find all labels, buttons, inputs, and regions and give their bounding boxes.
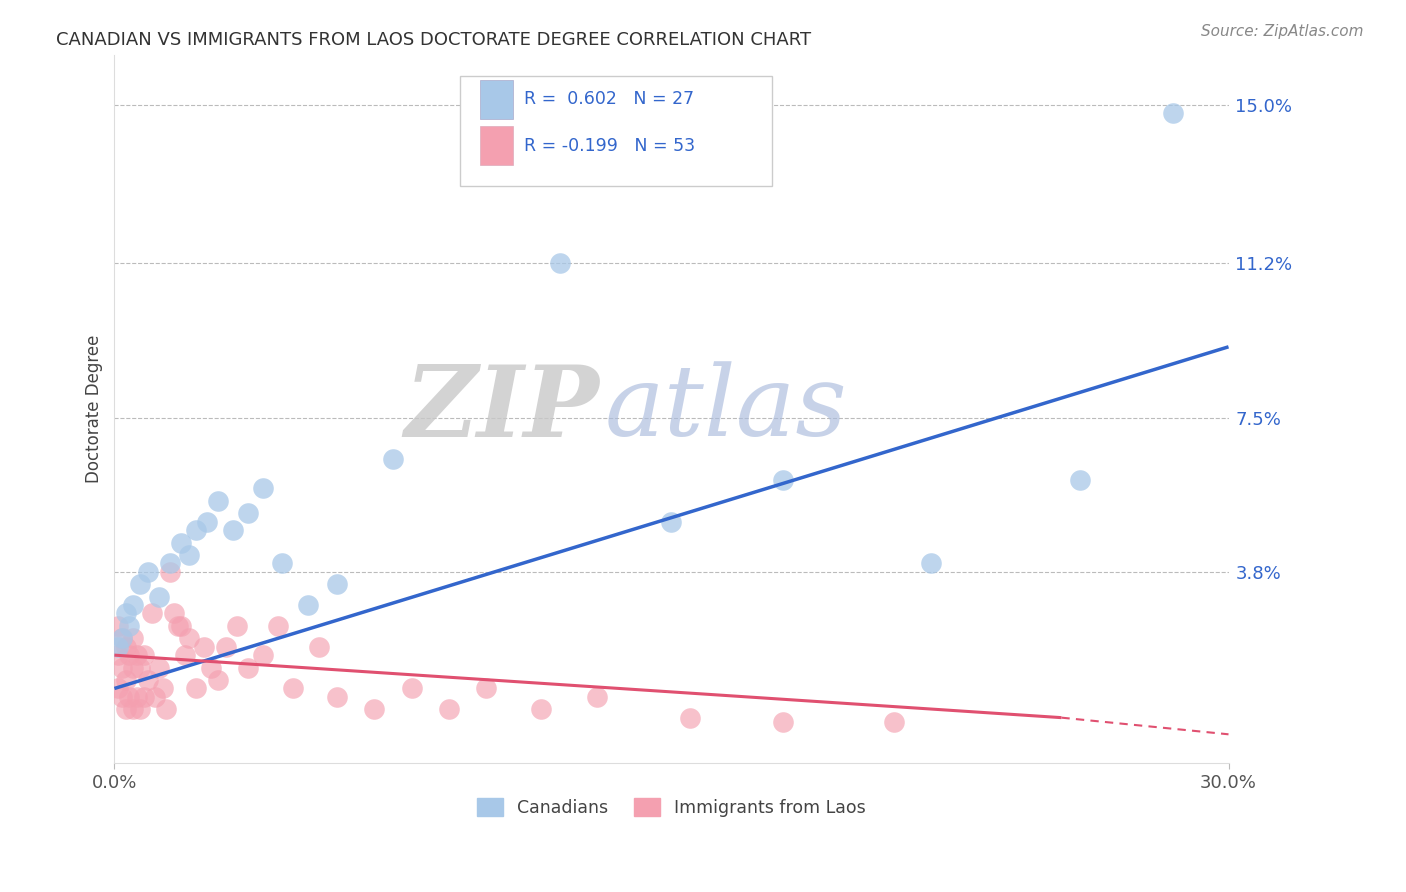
- Point: [174, 648, 197, 662]
- Point: [107, 648, 129, 662]
- Point: [679, 711, 702, 725]
- Point: [122, 660, 145, 674]
- Point: [155, 702, 177, 716]
- Point: [297, 598, 319, 612]
- Point: [114, 673, 136, 687]
- Point: [363, 702, 385, 716]
- Point: [114, 607, 136, 621]
- Point: [326, 577, 349, 591]
- Point: [166, 619, 188, 633]
- Text: R =  0.602   N = 27: R = 0.602 N = 27: [524, 90, 695, 108]
- Point: [236, 660, 259, 674]
- Point: [226, 619, 249, 633]
- Point: [200, 660, 222, 674]
- Point: [184, 681, 207, 696]
- Text: ZIP: ZIP: [404, 361, 599, 458]
- Point: [270, 557, 292, 571]
- Point: [134, 648, 156, 662]
- Point: [193, 640, 215, 654]
- Point: [136, 565, 159, 579]
- Point: [125, 648, 148, 662]
- Point: [252, 482, 274, 496]
- Point: [159, 565, 181, 579]
- Point: [107, 681, 129, 696]
- Point: [236, 507, 259, 521]
- Point: [215, 640, 238, 654]
- Point: [125, 690, 148, 704]
- Point: [207, 673, 229, 687]
- Point: [437, 702, 460, 716]
- Point: [111, 632, 134, 646]
- Y-axis label: Doctorate Degree: Doctorate Degree: [86, 335, 103, 483]
- Point: [129, 577, 152, 591]
- FancyBboxPatch shape: [460, 77, 772, 186]
- Point: [111, 632, 134, 646]
- Point: [159, 557, 181, 571]
- Point: [281, 681, 304, 696]
- Bar: [479, 80, 513, 119]
- Point: [163, 607, 186, 621]
- Point: [222, 523, 245, 537]
- Point: [111, 690, 134, 704]
- Point: [548, 256, 571, 270]
- Text: CANADIAN VS IMMIGRANTS FROM LAOS DOCTORATE DEGREE CORRELATION CHART: CANADIAN VS IMMIGRANTS FROM LAOS DOCTORA…: [56, 31, 811, 49]
- Point: [207, 494, 229, 508]
- Point: [195, 515, 218, 529]
- Point: [252, 648, 274, 662]
- Point: [118, 619, 141, 633]
- Point: [267, 619, 290, 633]
- Point: [661, 515, 683, 529]
- Text: atlas: atlas: [605, 361, 848, 457]
- Point: [401, 681, 423, 696]
- Point: [136, 673, 159, 687]
- Point: [170, 535, 193, 549]
- Point: [114, 702, 136, 716]
- Point: [118, 648, 141, 662]
- Point: [184, 523, 207, 537]
- Point: [111, 660, 134, 674]
- Point: [122, 632, 145, 646]
- Point: [152, 681, 174, 696]
- Point: [148, 590, 170, 604]
- Point: [308, 640, 330, 654]
- Point: [114, 640, 136, 654]
- Point: [122, 598, 145, 612]
- Point: [530, 702, 553, 716]
- Point: [143, 690, 166, 704]
- Point: [177, 632, 200, 646]
- Point: [141, 607, 163, 621]
- Point: [326, 690, 349, 704]
- Point: [920, 557, 942, 571]
- Point: [772, 714, 794, 729]
- Point: [177, 548, 200, 562]
- Point: [381, 452, 404, 467]
- Text: Source: ZipAtlas.com: Source: ZipAtlas.com: [1201, 24, 1364, 39]
- Point: [586, 690, 609, 704]
- Bar: [479, 126, 513, 165]
- Point: [129, 660, 152, 674]
- Point: [107, 619, 129, 633]
- Point: [170, 619, 193, 633]
- Legend: Canadians, Immigrants from Laos: Canadians, Immigrants from Laos: [468, 789, 875, 826]
- Point: [134, 690, 156, 704]
- Point: [148, 660, 170, 674]
- Point: [107, 640, 129, 654]
- Point: [129, 702, 152, 716]
- Point: [883, 714, 905, 729]
- Point: [122, 702, 145, 716]
- Point: [1161, 106, 1184, 120]
- Point: [1069, 473, 1091, 487]
- Point: [475, 681, 498, 696]
- Point: [772, 473, 794, 487]
- Text: R = -0.199   N = 53: R = -0.199 N = 53: [524, 136, 696, 155]
- Point: [118, 690, 141, 704]
